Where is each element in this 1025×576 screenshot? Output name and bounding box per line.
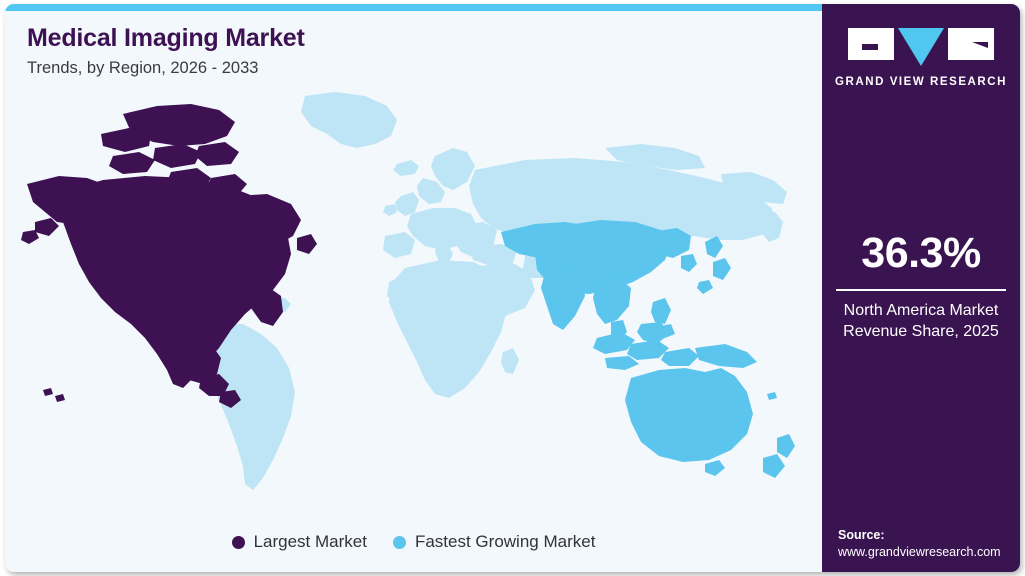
brand-logo[interactable]: GRAND VIEW RESEARCH <box>822 28 1020 88</box>
page-subtitle: Trends, by Region, 2026 - 2033 <box>27 58 259 77</box>
stat-block: 36.3% North America Market Revenue Share… <box>822 232 1020 342</box>
map-region-asia-pacific <box>501 220 795 478</box>
stat-caption-line-2: Revenue Share, 2025 <box>843 323 999 341</box>
legend-item-largest-market[interactable]: Largest Market <box>231 532 367 552</box>
source-label: Source: <box>838 528 885 542</box>
title-block: Medical Imaging Market Trends, by Region… <box>27 24 667 79</box>
dot-icon <box>392 535 406 549</box>
divider <box>836 289 1006 291</box>
side-panel: GRAND VIEW RESEARCH 36.3% North America … <box>822 4 1020 572</box>
dot-icon <box>231 535 245 549</box>
map-region-north-america <box>21 104 317 408</box>
accent-bar <box>5 4 822 11</box>
legend: Largest Market Fastest Growing Market <box>5 532 822 552</box>
legend-label: Fastest Growing Market <box>414 532 596 551</box>
legend-item-fastest-growing-market[interactable]: Fastest Growing Market <box>392 532 596 552</box>
stat-caption-line-1: North America Market <box>843 302 999 319</box>
map-panel: Medical Imaging Market Trends, by Region… <box>5 4 822 572</box>
source-url[interactable]: www.grandviewresearch.com <box>838 544 1001 559</box>
page-title: Medical Imaging Market <box>27 24 305 52</box>
gvr-logo-icon <box>848 28 994 66</box>
legend-label: Largest Market <box>253 532 367 551</box>
infographic-card: Medical Imaging Market Trends, by Region… <box>5 4 1020 572</box>
world-map <box>5 86 822 506</box>
stat-value: 36.3% <box>861 229 981 277</box>
source-block: Source: www.grandviewresearch.com <box>838 527 1020 561</box>
logo-wordmark: GRAND VIEW RESEARCH <box>835 76 1007 88</box>
